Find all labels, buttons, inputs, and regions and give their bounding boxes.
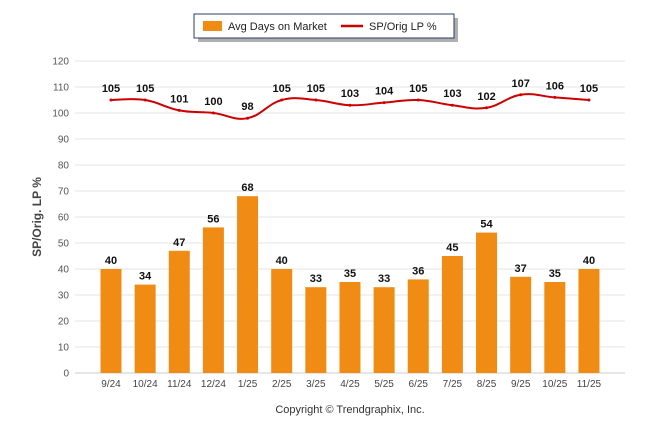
x-tick-label: 11/24: [167, 379, 192, 390]
y-tick-label: 120: [52, 57, 69, 68]
y-tick-label: 80: [58, 161, 70, 172]
line-data-label: 100: [204, 96, 222, 108]
bar-data-label: 47: [173, 237, 185, 249]
x-tick-label: 3/25: [306, 379, 326, 390]
bar-data-label: 54: [480, 219, 493, 231]
bar-data-label: 34: [139, 271, 152, 283]
bar: [237, 196, 259, 373]
x-tick-label: 12/24: [201, 379, 226, 390]
bar-data-label: 35: [344, 268, 356, 280]
line-data-label: 105: [102, 83, 120, 95]
line-point: [348, 103, 352, 107]
bar: [407, 279, 429, 373]
x-tick-label: 2/25: [272, 379, 292, 390]
x-tick-label: 9/25: [511, 379, 531, 390]
line-data-label: 105: [307, 83, 325, 95]
bar-data-label: 45: [446, 242, 458, 254]
line-data-label: 105: [580, 83, 598, 95]
line-data-label: 103: [341, 88, 359, 100]
bar: [578, 269, 600, 373]
copyright-footer: Copyright © Trendgraphix, Inc.: [275, 404, 424, 416]
line-data-label: 105: [136, 83, 154, 95]
line-point: [450, 103, 454, 107]
line-point: [177, 108, 181, 112]
y-tick-label: 20: [58, 317, 70, 328]
line-data-label: 106: [546, 80, 564, 92]
bar: [100, 269, 122, 373]
bar: [510, 276, 532, 373]
bar-data-label: 33: [378, 273, 390, 285]
bar: [202, 227, 224, 373]
x-tick-label: 10/24: [133, 379, 158, 390]
legend-swatch-bar: [203, 21, 222, 31]
bar: [441, 256, 463, 373]
x-tick-label: 10/25: [542, 379, 567, 390]
line-point: [109, 98, 113, 102]
line-point: [314, 98, 318, 102]
x-tick-label: 7/25: [443, 379, 463, 390]
bar-data-label: 40: [276, 255, 288, 267]
legend: Avg Days on Market SP/Orig LP %: [193, 13, 458, 42]
y-axis-title: SP/Orig. LP %: [30, 177, 44, 257]
bar-data-label: 68: [241, 182, 253, 194]
x-axis-ticks: 9/24 10/24 11/24 12/24 1/25 2/25 3/25 4/25 5/25 6…: [101, 379, 601, 390]
line-data-label: 102: [477, 91, 495, 103]
bar-data-label: 40: [583, 255, 595, 267]
bar: [476, 232, 498, 373]
line-series: 105 105 101 100 98 105 105 103 104 105 103 102 107 10…: [102, 78, 598, 120]
line-point: [211, 111, 215, 115]
line-point: [382, 101, 386, 105]
legend-label-line: SP/Orig LP %: [369, 21, 437, 33]
y-tick-label: 10: [58, 343, 70, 354]
bar-data-label: 33: [310, 273, 322, 285]
x-tick-label: 6/25: [409, 379, 429, 390]
bar: [373, 287, 395, 373]
legend-label-bar: Avg Days on Market: [228, 21, 327, 33]
line-point: [143, 98, 147, 102]
y-tick-label: 60: [58, 213, 70, 224]
line-data-label: 98: [241, 101, 253, 113]
line-point: [587, 98, 591, 102]
line-point: [280, 98, 284, 102]
bar: [339, 282, 361, 373]
line-point: [519, 93, 523, 97]
line-data-label: 105: [409, 83, 427, 95]
y-tick-label: 110: [53, 83, 69, 94]
bar: [134, 284, 156, 373]
line-data-label: 104: [375, 86, 394, 98]
bar: [544, 282, 566, 373]
line-point: [485, 106, 489, 110]
bar: [271, 269, 293, 373]
bar-data-label: 40: [105, 255, 117, 267]
line-data-label: 101: [170, 93, 188, 105]
x-tick-label: 9/24: [101, 379, 121, 390]
line-data-label: 107: [512, 78, 530, 90]
bar: [305, 287, 327, 373]
x-tick-label: 11/25: [577, 379, 602, 390]
bar-data-label: 36: [412, 265, 424, 277]
line-point: [416, 98, 420, 102]
y-tick-label: 40: [58, 265, 70, 276]
x-tick-label: 5/25: [374, 379, 394, 390]
y-tick-label: 50: [58, 239, 70, 250]
bar-data-label: 56: [207, 213, 219, 225]
x-tick-label: 1/25: [238, 379, 258, 390]
line-data-label: 105: [273, 83, 291, 95]
bar: [168, 250, 190, 373]
bar-data-label: 37: [515, 263, 527, 275]
y-tick-label: 70: [58, 187, 70, 198]
y-tick-label: 100: [52, 109, 69, 120]
line-point: [246, 116, 250, 120]
x-tick-label: 8/25: [477, 379, 497, 390]
bar-data-label: 35: [549, 268, 561, 280]
line-data-label: 103: [443, 88, 461, 100]
bar-series: 40 34 47 56 68 40 33 35 33 36 45 54 37 35 40: [100, 182, 600, 373]
y-tick-label: 30: [58, 291, 70, 302]
line-point: [553, 95, 557, 99]
y-tick-label: 90: [58, 135, 70, 146]
y-axis-ticks: 0 10 20 30 40 50 60 70 80 90 100 110 120: [52, 57, 69, 380]
y-tick-label: 0: [63, 369, 69, 380]
x-tick-label: 4/25: [340, 379, 360, 390]
